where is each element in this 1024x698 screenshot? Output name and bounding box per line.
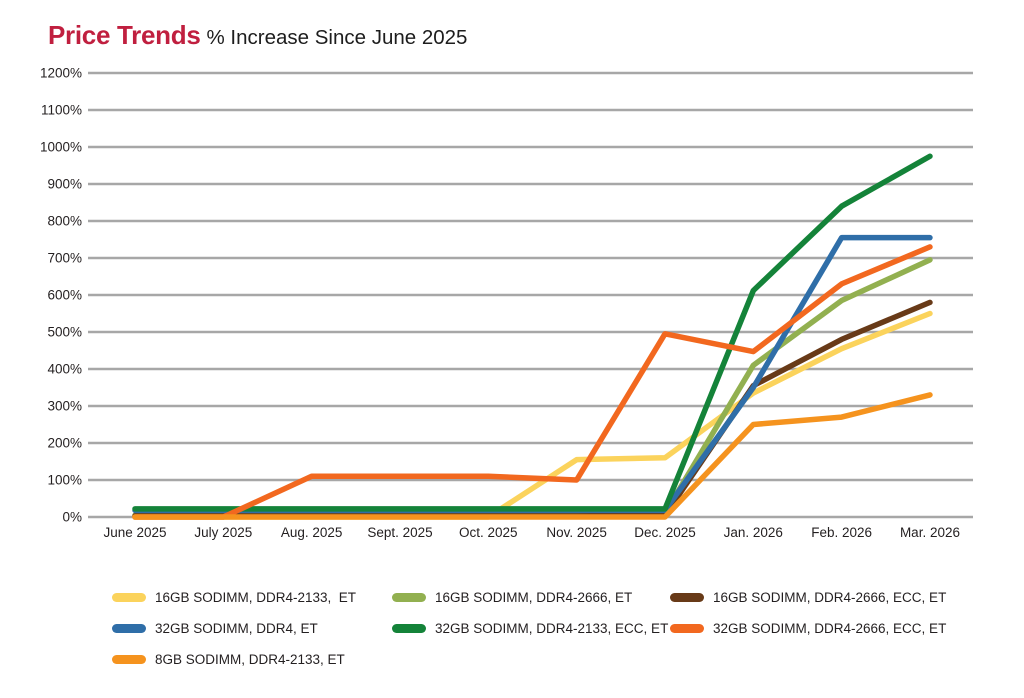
y-tick-label: 1100% — [41, 103, 82, 118]
page-title: Price Trends — [48, 20, 201, 50]
legend-item: 8GB SODIMM, DDR4-2133, ET — [112, 650, 392, 668]
legend-item: 16GB SODIMM, DDR4-2133, ET — [112, 588, 392, 606]
x-tick-label: June 2025 — [103, 525, 166, 540]
y-tick-label: 900% — [47, 177, 82, 192]
y-tick-label: 100% — [47, 473, 82, 488]
y-tick-label: 500% — [47, 325, 82, 340]
legend-item: 16GB SODIMM, DDR4-2666, ECC, ET — [670, 588, 1024, 606]
chart-legend: 16GB SODIMM, DDR4-2133, ET 16GB SODIMM, … — [112, 588, 1024, 668]
x-tick-label: Feb. 2026 — [811, 525, 872, 540]
series-line-3 — [132, 234, 933, 514]
y-tick-label: 1000% — [40, 140, 82, 155]
y-tick-label: 800% — [47, 214, 82, 229]
legend-swatch — [392, 592, 426, 602]
legend-item: 32GB SODIMM, DDR4-2666, ECC, ET — [670, 619, 1024, 637]
legend-item: 32GB SODIMM, DDR4-2133, ECC, ET — [392, 619, 670, 637]
legend-swatch — [392, 623, 426, 633]
legend-label: 32GB SODIMM, DDR4-2666, ECC, ET — [713, 620, 947, 636]
y-tick-label: 400% — [47, 362, 82, 377]
series-line-5 — [132, 244, 933, 520]
series-line-6 — [132, 392, 933, 520]
legend-label: 8GB SODIMM, DDR4-2133, ET — [155, 651, 345, 667]
x-tick-label: Nov. 2025 — [546, 525, 607, 540]
y-tick-label: 200% — [47, 436, 82, 451]
legend-label: 16GB SODIMM, DDR4-2133, ET — [155, 589, 357, 605]
x-tick-label: Aug. 2025 — [281, 525, 343, 540]
series-line-0 — [132, 310, 933, 520]
x-tick-label: Dec. 2025 — [634, 525, 696, 540]
legend-swatch — [112, 592, 146, 602]
page-subtitle: % Increase Since June 2025 — [206, 26, 468, 49]
legend-item: 16GB SODIMM, DDR4-2666, ET — [392, 588, 670, 606]
y-tick-label: 700% — [47, 251, 82, 266]
y-tick-label: 0% — [62, 510, 82, 525]
legend-swatch — [670, 623, 704, 633]
legend-swatch — [112, 623, 146, 633]
y-tick-label: 1200% — [40, 66, 82, 81]
price-trends-chart: 0% 100% 200% 300% 400% 500% 600% 700% 800% 900% 10… — [40, 66, 973, 540]
legend-item: 32GB SODIMM, DDR4, ET — [112, 619, 392, 637]
series-line-4 — [132, 153, 933, 512]
x-tick-label: Mar. 2026 — [900, 525, 960, 540]
x-tick-label: Sept. 2025 — [367, 525, 432, 540]
x-tick-label: July 2025 — [194, 525, 252, 540]
x-tick-label: Jan. 2026 — [724, 525, 783, 540]
legend-label: 32GB SODIMM, DDR4-2133, ECC, ET — [435, 620, 669, 636]
legend-label: 16GB SODIMM, DDR4-2666, ET — [435, 589, 633, 605]
y-tick-label: 600% — [47, 288, 82, 303]
x-tick-label: Oct. 2025 — [459, 525, 518, 540]
y-tick-label: 300% — [47, 399, 82, 414]
legend-label: 16GB SODIMM, DDR4-2666, ECC, ET — [713, 589, 947, 605]
legend-swatch — [670, 592, 704, 602]
legend-swatch — [112, 654, 146, 664]
series-line-2 — [132, 299, 933, 519]
legend-label: 32GB SODIMM, DDR4, ET — [155, 620, 318, 636]
chart-header: Price Trends% Increase Since June 2025 — [0, 0, 1024, 60]
